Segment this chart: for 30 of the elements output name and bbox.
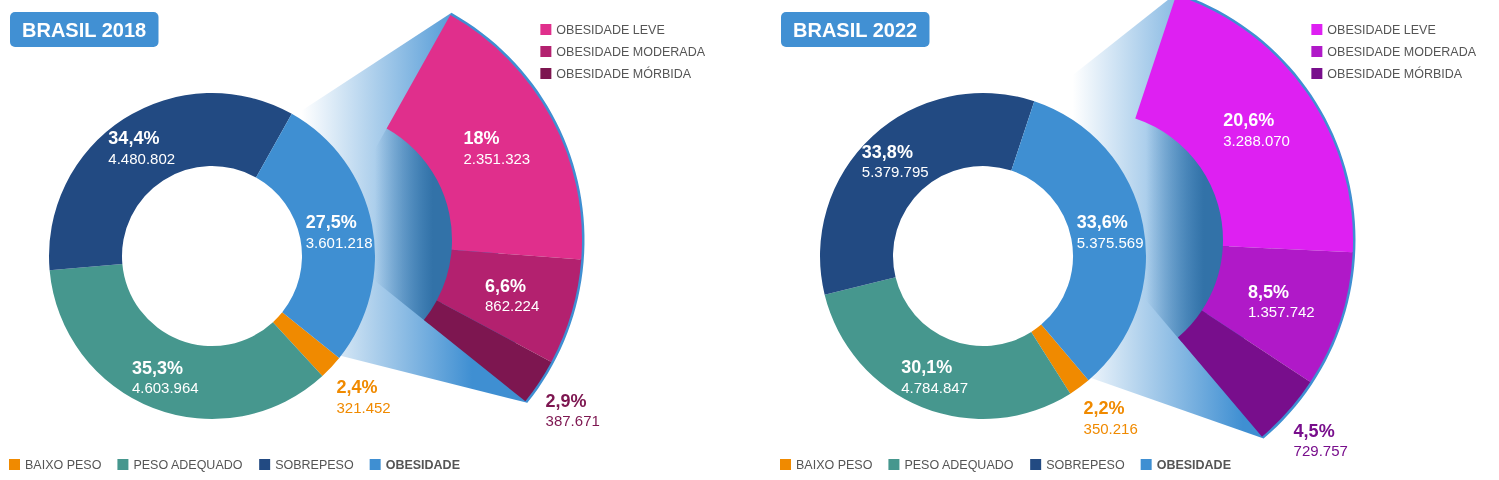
legend-label: PESO ADEQUADO (133, 457, 243, 472)
data-label: 33,8% 5.379.795 (861, 141, 929, 181)
data-label: 4,5% 729.757 (1293, 420, 1348, 460)
legend-label: OBESIDADE (385, 457, 460, 472)
chart-title: BRASIL 2018 (22, 19, 147, 41)
legend-label: SOBREPESO (275, 457, 354, 472)
legend-label: OBESIDADE MÓRBIDA (1327, 65, 1463, 81)
data-label: 2,9% 387.671 (545, 390, 600, 430)
legend-label: OBESIDADE LEVE (1327, 22, 1436, 37)
data-label: 6,6% 862.224 (485, 275, 540, 315)
data-label: 2,2% 350.216 (1083, 398, 1138, 437)
data-label: 27,5% 3.601.218 (305, 212, 373, 251)
data-label: 34,4% 4.480.802 (108, 128, 176, 167)
legend-label: BAIXO PESO (25, 457, 102, 472)
legend-label: OBESIDADE MODERADA (1327, 44, 1477, 59)
data-label: 2,4% 321.452 (336, 377, 391, 416)
legend-label: SOBREPESO (1046, 457, 1125, 472)
data-label: 8,5% 1.357.742 (1247, 281, 1315, 321)
chart-title: BRASIL 2022 (793, 19, 918, 41)
legend-label: PESO ADEQUADO (904, 457, 1014, 472)
data-label: 30,1% 4.784.847 (901, 357, 968, 396)
data-label: 20,6% 3.288.070 (1223, 110, 1290, 149)
data-label: 35,3% 4.603.964 (131, 357, 199, 397)
legend-label: OBESIDADE (1156, 457, 1231, 472)
legend-label: OBESIDADE MÓRBIDA (556, 65, 692, 81)
data-label: 18% 2.351.323 (463, 128, 531, 167)
legend-label: OBESIDADE MODERADA (556, 44, 706, 59)
legend-label: OBESIDADE LEVE (556, 22, 665, 37)
data-label: 33,6% 5.375.569 (1076, 212, 1144, 251)
legend-label: BAIXO PESO (796, 457, 873, 472)
